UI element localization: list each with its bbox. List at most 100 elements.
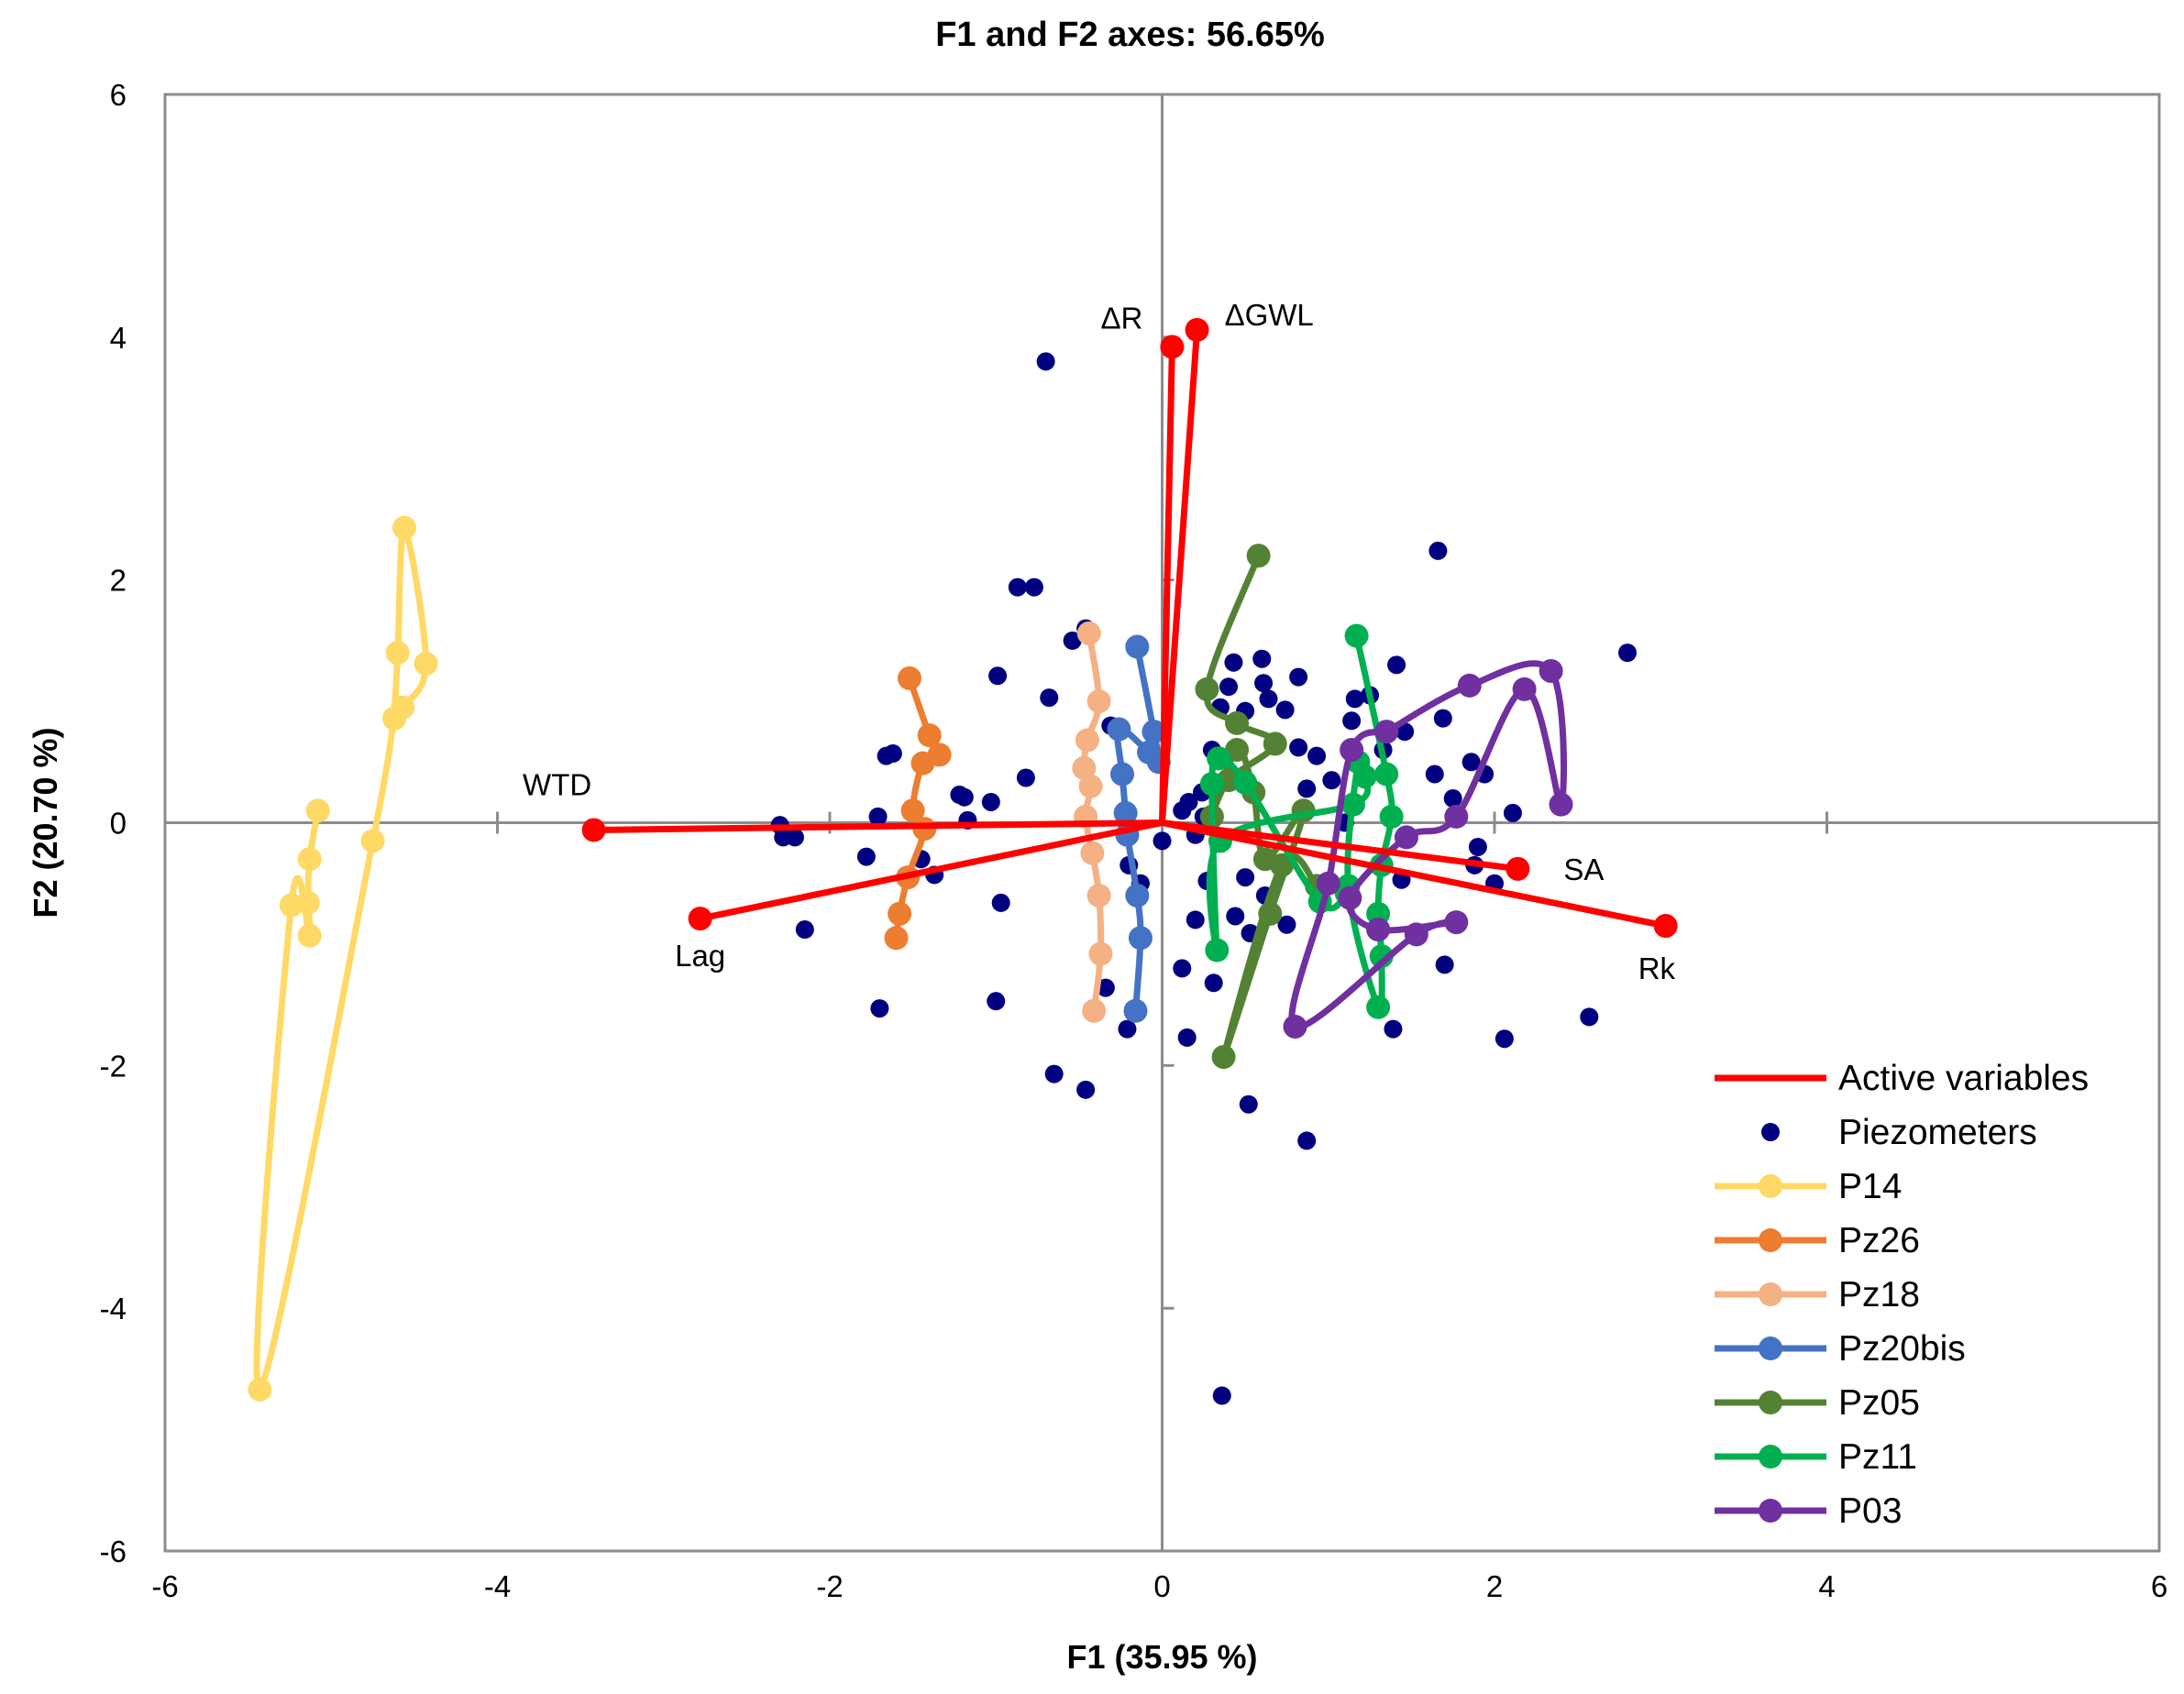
series-point: [297, 847, 322, 872]
piezometer-point: [1384, 1019, 1403, 1039]
series-point: [1340, 792, 1365, 817]
piezometer-point: [1428, 541, 1448, 560]
x-tick-label: 0: [1153, 1569, 1170, 1603]
piezometer-point: [1226, 907, 1245, 926]
series-point: [1107, 717, 1131, 742]
legend-label-pz20bis: Pz20bis: [1838, 1329, 1966, 1369]
piezometer-point: [988, 666, 1008, 686]
vector-line: [1159, 820, 1670, 930]
vector-wtd: WTD: [523, 767, 1165, 842]
legend-marker-pz18: [1759, 1282, 1782, 1306]
piezometer-point: [868, 807, 888, 826]
piezometer-point: [870, 999, 889, 1018]
vector-label: Rk: [1638, 952, 1676, 985]
piezometer-point: [1153, 831, 1172, 851]
y-tick-label: 4: [110, 321, 127, 355]
vector-label: SA: [1563, 852, 1604, 886]
series-point: [1246, 544, 1271, 568]
piezometer-point: [1236, 868, 1255, 887]
piezometer-point: [1044, 1064, 1064, 1084]
series-point: [1316, 871, 1340, 896]
vector-line: [590, 820, 1165, 833]
series-point: [1394, 825, 1418, 850]
series-point: [884, 926, 909, 951]
series-point: [898, 666, 921, 690]
legend-marker-pz05: [1759, 1391, 1782, 1414]
piezometer-point: [795, 920, 814, 940]
series-point: [1086, 689, 1111, 714]
series-point: [297, 923, 322, 948]
piezometer-point: [1495, 1029, 1514, 1049]
vector-line: [1159, 326, 1201, 826]
piezometer-point: [1425, 764, 1444, 784]
series-point: [1088, 941, 1113, 966]
x-tick-label: -4: [484, 1569, 511, 1603]
piezometer-point: [1204, 974, 1223, 993]
piezometer-point: [1322, 771, 1341, 790]
series-point: [1512, 676, 1537, 701]
piezometer-point: [1342, 711, 1362, 731]
series-point: [1379, 804, 1404, 829]
vector-label: ΔR: [1100, 301, 1142, 335]
piezometer-point: [1177, 1028, 1197, 1047]
piezometer-point: [1387, 655, 1406, 675]
x-tick-label: 6: [2151, 1569, 2167, 1603]
piezometer-point: [1345, 689, 1364, 709]
piezometer-point: [991, 893, 1010, 912]
series-point: [1078, 774, 1103, 798]
piezometer-point: [1008, 578, 1027, 597]
series-p14: [248, 515, 438, 1402]
piezometer-point: [1297, 1131, 1317, 1150]
series-point: [900, 798, 925, 823]
piezometer-point: [1118, 1019, 1137, 1039]
series-point: [1086, 883, 1111, 908]
series-point: [1072, 755, 1097, 780]
legend-label-p14: P14: [1838, 1167, 1902, 1206]
legend-label-active-variables: Active variables: [1838, 1059, 2089, 1098]
vector-endpoint: [581, 818, 606, 842]
vector-lag: Lag: [675, 820, 1165, 973]
piezometer-point: [1580, 1007, 1599, 1027]
series-point: [1340, 738, 1364, 763]
series-pz18: [1072, 621, 1113, 1023]
y-tick-label: 2: [110, 564, 127, 598]
series-point: [385, 641, 410, 666]
series-point: [888, 901, 912, 926]
series-point: [1374, 720, 1399, 744]
piezometer-point: [1252, 649, 1272, 668]
piezometer-point: [1254, 674, 1274, 693]
series-point: [1211, 1045, 1236, 1070]
chart-labels: -6 -4 -2 0 2 4 6 -6 -4 -2 0 2 4 6 F1 and F2 axes: 56.6…: [27, 16, 2167, 1676]
series-point: [1457, 673, 1482, 698]
vector-rk: Rk: [1159, 820, 1678, 985]
legend-label-pz05: Pz05: [1838, 1383, 1920, 1423]
series-point: [279, 893, 303, 918]
series-point: [1199, 772, 1224, 797]
series-point: [1142, 720, 1166, 744]
series-point: [1123, 998, 1148, 1023]
series-point: [917, 723, 942, 748]
series-point: [1225, 710, 1250, 735]
vector-endpoint: [1160, 335, 1185, 359]
piezometer-point: [1503, 803, 1522, 822]
series-point: [248, 1377, 272, 1402]
series-point: [392, 515, 416, 540]
y-tick-label: 0: [110, 807, 127, 841]
piezometer-point: [1096, 978, 1115, 997]
series-point: [1263, 732, 1287, 756]
vector-line: [1159, 343, 1175, 826]
series-point: [1125, 883, 1150, 908]
series-point: [1075, 728, 1099, 753]
x-tick-label: -6: [151, 1569, 178, 1603]
piezometer-point: [1259, 689, 1278, 709]
piezometer-point: [1063, 631, 1082, 650]
series-line: [1080, 630, 1105, 1015]
series-point: [1539, 658, 1563, 683]
piezometer-point: [954, 787, 974, 807]
series-point: [1076, 621, 1101, 645]
active-variable-vectors: ΔR ΔGWL WTD Lag SA Rk: [523, 298, 1678, 985]
series-point: [305, 798, 330, 823]
piezometer-point: [1179, 792, 1198, 811]
series-point: [910, 751, 935, 776]
series-point: [382, 706, 407, 731]
